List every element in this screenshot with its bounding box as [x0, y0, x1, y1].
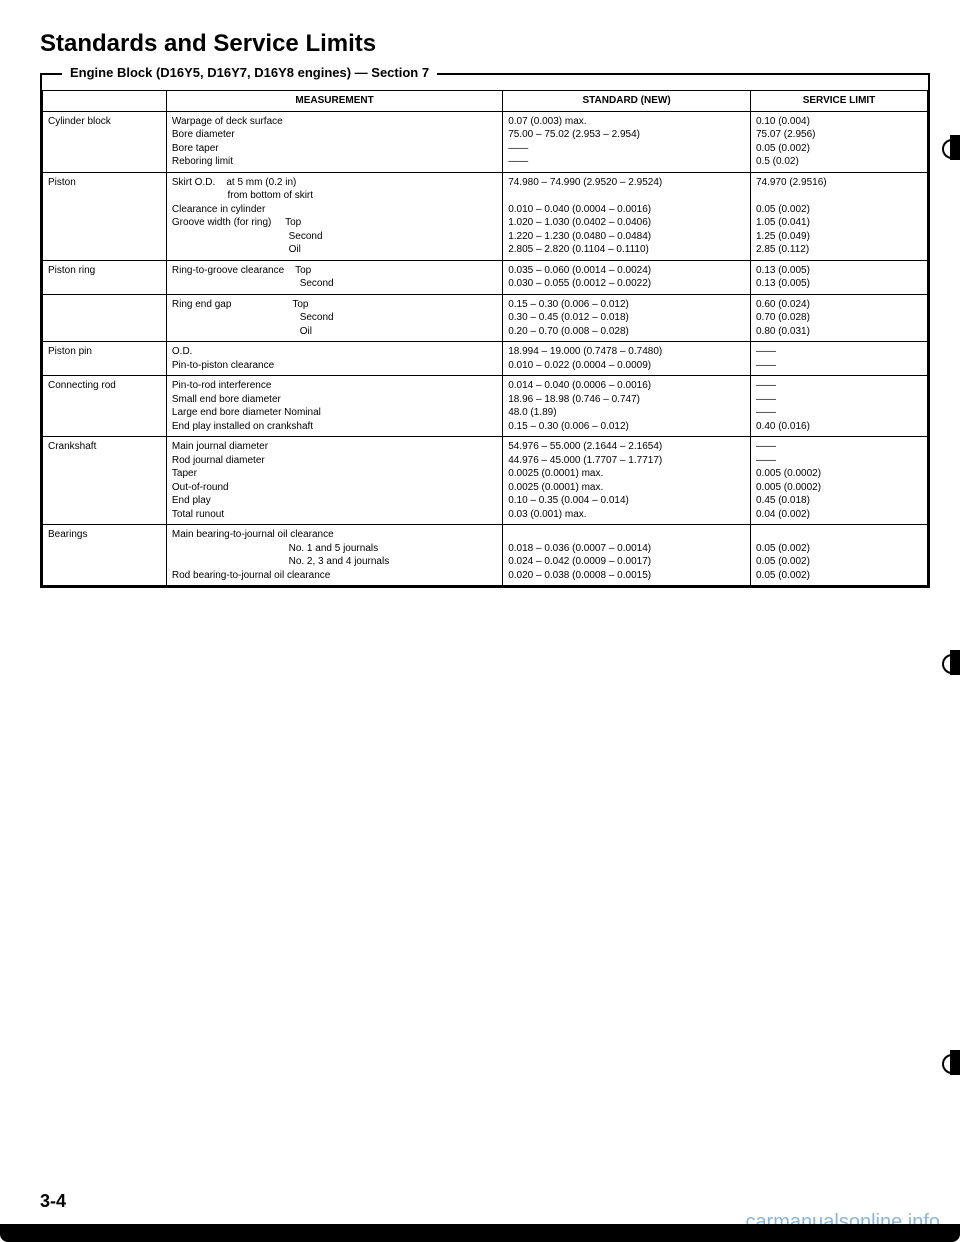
spec-table: MEASUREMENT STANDARD (NEW) SERVICE LIMIT…: [42, 90, 928, 586]
table-row: Piston ringRing-to-groove clearance Top …: [43, 260, 928, 294]
cell-standard: 18.994 – 19.000 (0.7478 – 0.7480) 0.010 …: [503, 342, 751, 376]
page-title: Standards and Service Limits: [40, 30, 930, 58]
cell-measurement: Main bearing-to-journal oil clearance No…: [166, 525, 502, 586]
table-row: Piston pinO.D. Pin-to-piston clearance18…: [43, 342, 928, 376]
page-shadow: [0, 1224, 960, 1242]
cell-standard: 74.980 – 74.990 (2.9520 – 2.9524) 0.010 …: [503, 172, 751, 260]
cell-standard: 0.15 – 0.30 (0.006 – 0.012) 0.30 – 0.45 …: [503, 294, 751, 342]
cell-standard: 54.976 – 55.000 (2.1644 – 2.1654) 44.976…: [503, 437, 751, 525]
cell-component: Bearings: [43, 525, 167, 586]
table-header-row: MEASUREMENT STANDARD (NEW) SERVICE LIMIT: [43, 91, 928, 112]
cell-limit: —— —— —— 0.40 (0.016): [750, 376, 927, 437]
cell-limit: 0.60 (0.024) 0.70 (0.028) 0.80 (0.031): [750, 294, 927, 342]
table-row: CrankshaftMain journal diameter Rod jour…: [43, 437, 928, 525]
cell-component: Crankshaft: [43, 437, 167, 525]
cell-limit: 0.13 (0.005) 0.13 (0.005): [750, 260, 927, 294]
cell-measurement: Main journal diameter Rod journal diamet…: [166, 437, 502, 525]
cell-component: Piston: [43, 172, 167, 260]
cell-component: [43, 294, 167, 342]
cell-limit: —— ——: [750, 342, 927, 376]
tab-icon: [950, 650, 960, 675]
cell-standard: 0.014 – 0.040 (0.0006 – 0.0016) 18.96 – …: [503, 376, 751, 437]
cell-measurement: Warpage of deck surface Bore diameter Bo…: [166, 111, 502, 172]
cell-measurement: Ring-to-groove clearance Top Second: [166, 260, 502, 294]
table-row: PistonSkirt O.D. at 5 mm (0.2 in) from b…: [43, 172, 928, 260]
cell-measurement: O.D. Pin-to-piston clearance: [166, 342, 502, 376]
cell-limit: —— —— 0.005 (0.0002) 0.005 (0.0002) 0.45…: [750, 437, 927, 525]
table-row: BearingsMain bearing-to-journal oil clea…: [43, 525, 928, 586]
cell-component: Connecting rod: [43, 376, 167, 437]
cell-measurement: Ring end gap Top Second Oil: [166, 294, 502, 342]
table-row: Ring end gap Top Second Oil0.15 – 0.30 (…: [43, 294, 928, 342]
tab-icon: [950, 1050, 960, 1075]
cell-measurement: Pin-to-rod interference Small end bore d…: [166, 376, 502, 437]
col-component: [43, 91, 167, 112]
tab-icon: [950, 135, 960, 160]
page-number: 3-4: [40, 1191, 66, 1212]
cell-limit: 0.10 (0.004) 75.07 (2.956) 0.05 (0.002) …: [750, 111, 927, 172]
cell-component: Piston pin: [43, 342, 167, 376]
cell-component: Piston ring: [43, 260, 167, 294]
cell-standard: 0.035 – 0.060 (0.0014 – 0.0024) 0.030 – …: [503, 260, 751, 294]
cell-standard: 0.07 (0.003) max. 75.00 – 75.02 (2.953 –…: [503, 111, 751, 172]
cell-component: Cylinder block: [43, 111, 167, 172]
cell-measurement: Skirt O.D. at 5 mm (0.2 in) from bottom …: [166, 172, 502, 260]
col-limit: SERVICE LIMIT: [750, 91, 927, 112]
cell-limit: 0.05 (0.002) 0.05 (0.002) 0.05 (0.002): [750, 525, 927, 586]
box-label: Engine Block (D16Y5, D16Y7, D16Y8 engine…: [62, 65, 437, 80]
section-box: Engine Block (D16Y5, D16Y7, D16Y8 engine…: [40, 73, 930, 588]
col-measurement: MEASUREMENT: [166, 91, 502, 112]
table-row: Connecting rodPin-to-rod interference Sm…: [43, 376, 928, 437]
cell-standard: 0.018 – 0.036 (0.0007 – 0.0014) 0.024 – …: [503, 525, 751, 586]
table-row: Cylinder blockWarpage of deck surface Bo…: [43, 111, 928, 172]
cell-limit: 74.970 (2.9516) 0.05 (0.002) 1.05 (0.041…: [750, 172, 927, 260]
col-standard: STANDARD (NEW): [503, 91, 751, 112]
